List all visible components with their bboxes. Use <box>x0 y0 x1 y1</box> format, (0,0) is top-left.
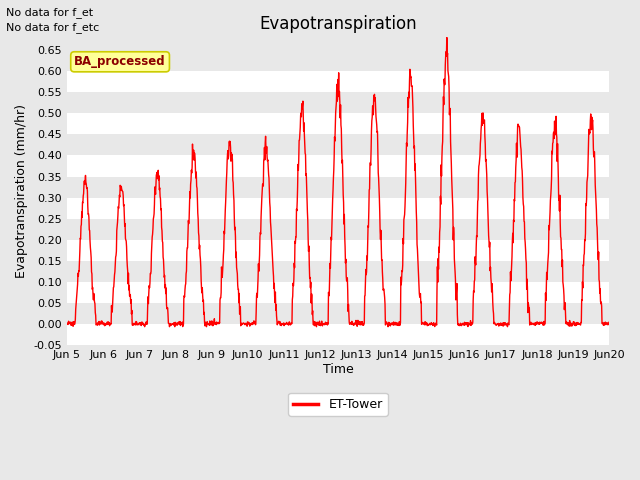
Title: Evapotranspiration: Evapotranspiration <box>259 15 417 33</box>
Bar <box>67 177 609 198</box>
Text: No data for f_etc: No data for f_etc <box>6 22 100 33</box>
Y-axis label: Evapotranspiration (mm/hr): Evapotranspiration (mm/hr) <box>15 104 28 278</box>
Bar <box>67 219 609 240</box>
Bar <box>67 113 609 134</box>
Bar <box>67 156 609 177</box>
X-axis label: Time: Time <box>323 363 353 376</box>
Text: No data for f_et: No data for f_et <box>6 7 93 18</box>
Bar <box>67 71 609 92</box>
Bar <box>67 92 609 113</box>
Bar <box>67 261 609 282</box>
Legend: ET-Tower: ET-Tower <box>289 393 388 416</box>
Bar <box>67 134 609 156</box>
Bar <box>67 282 609 303</box>
Bar <box>67 50 609 71</box>
Bar <box>67 198 609 219</box>
Bar <box>67 303 609 324</box>
Text: BA_processed: BA_processed <box>74 55 166 68</box>
Bar <box>67 240 609 261</box>
Bar <box>67 324 609 345</box>
